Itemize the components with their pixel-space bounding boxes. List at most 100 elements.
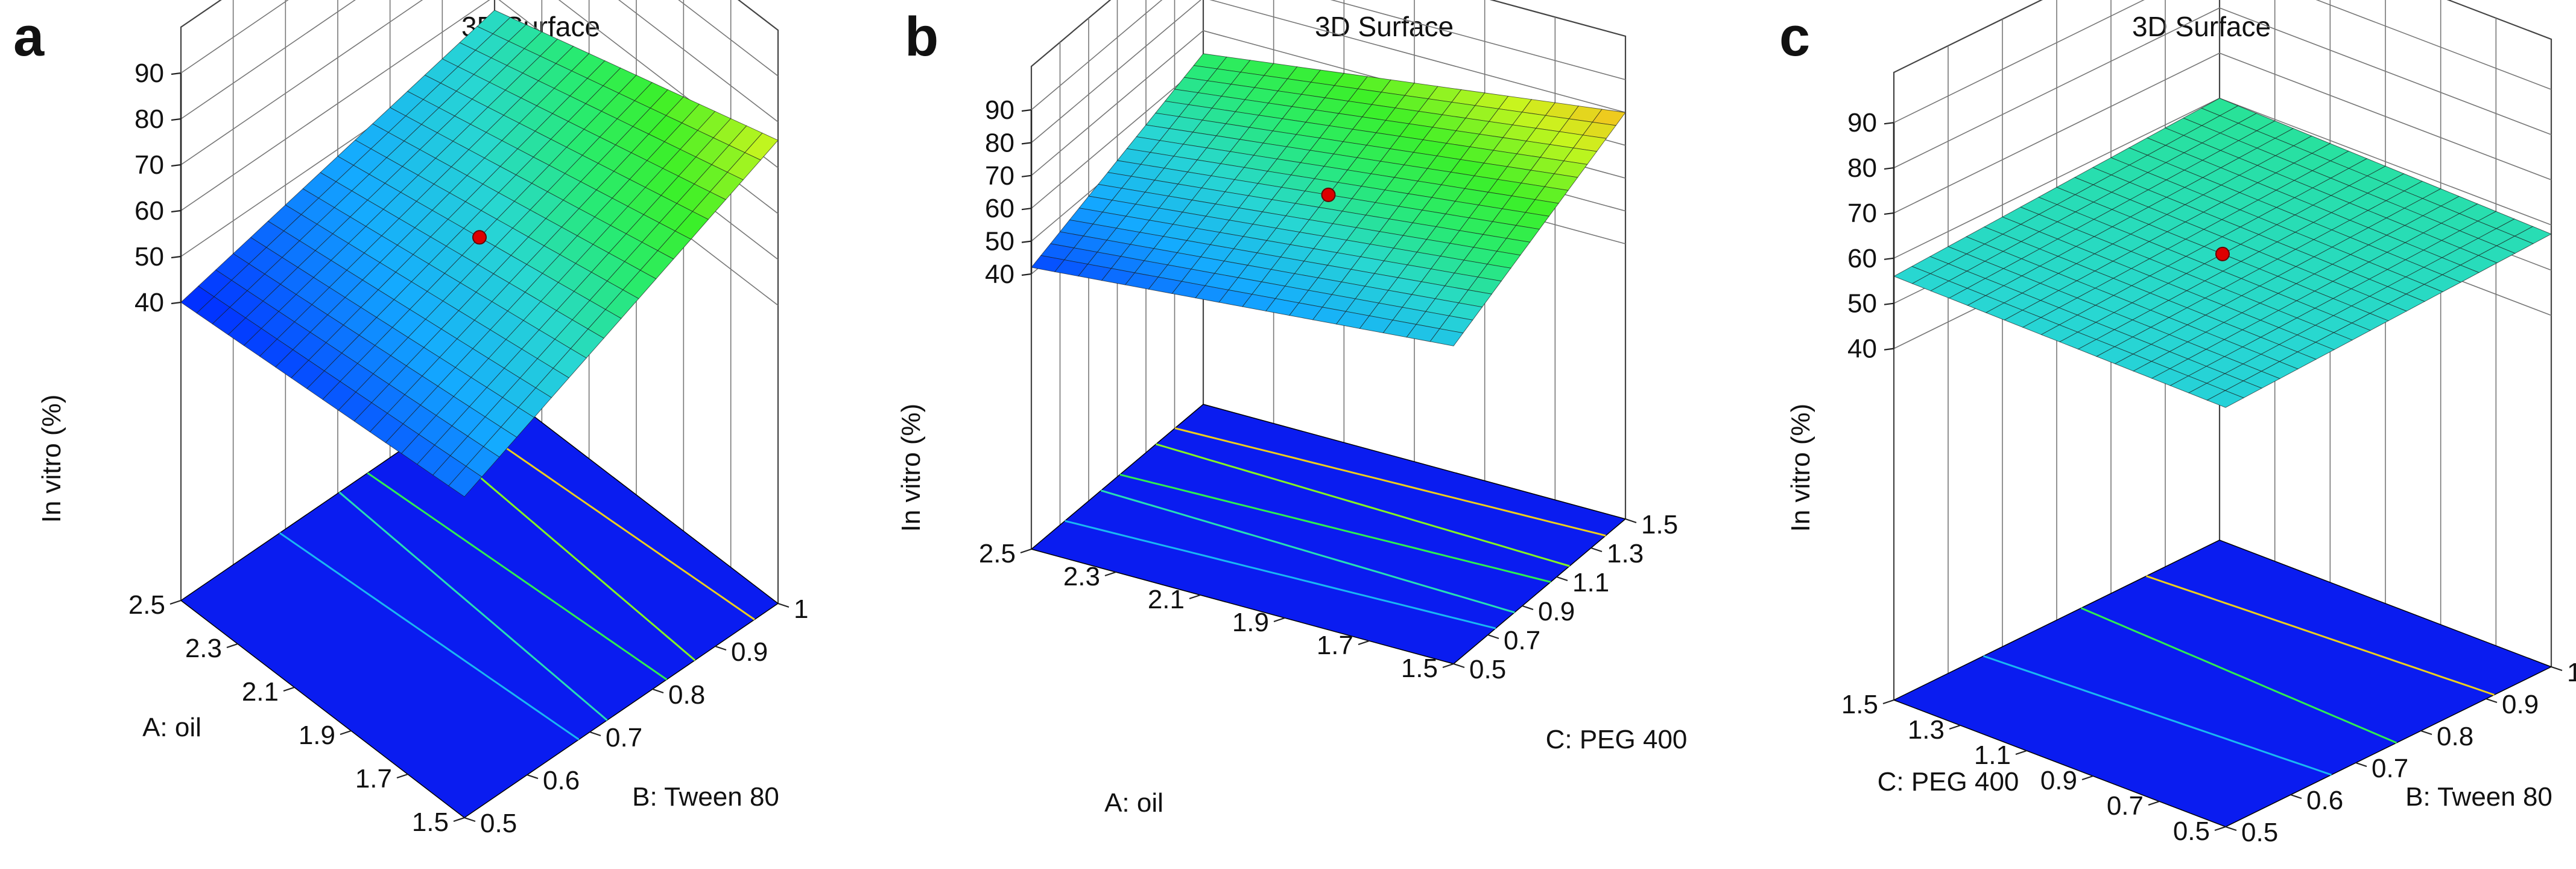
z-tick-label: 40 xyxy=(985,259,1014,289)
chart-title: 3D Surface xyxy=(1315,11,1454,42)
center-point-marker xyxy=(472,230,487,245)
contour-floor xyxy=(1893,540,2552,827)
x-tick-mark xyxy=(1020,548,1032,554)
x-tick-mark xyxy=(1882,699,1894,705)
wall-gridline xyxy=(180,0,779,77)
y-tick-mark xyxy=(2290,794,2302,800)
x-tick-label: 1.7 xyxy=(1317,631,1353,660)
y-axis-label: B: Tween 80 xyxy=(632,782,779,812)
y-tick-mark xyxy=(1556,576,1568,582)
y-tick-mark xyxy=(1522,605,1534,611)
z-axis-label: In vitro (%) xyxy=(896,404,926,532)
y-axis-label: C: PEG 400 xyxy=(1546,725,1688,754)
surface-cell xyxy=(448,466,483,497)
y-tick-mark xyxy=(1625,518,1637,524)
x-axis-label: A: oil xyxy=(1104,788,1163,818)
y-tick-label: 1.5 xyxy=(1641,510,1678,540)
z-tick-label: 50 xyxy=(1847,289,1877,319)
response-surface xyxy=(180,10,779,497)
z-tick-label: 90 xyxy=(1847,108,1877,138)
floor-contour-line xyxy=(279,532,580,740)
z-tick-label: 40 xyxy=(1847,334,1877,364)
x-tick-label: 1.9 xyxy=(1232,608,1269,637)
x-tick-label: 2.3 xyxy=(185,634,222,663)
y-tick-mark xyxy=(2486,698,2498,704)
y-tick-mark xyxy=(2551,666,2563,672)
center-point-marker xyxy=(2215,246,2230,261)
x-tick-mark xyxy=(226,643,238,649)
x-axis-label: A: oil xyxy=(142,713,201,742)
x-tick-mark xyxy=(1273,617,1285,623)
y-tick-label: 0.9 xyxy=(1538,597,1575,626)
y-tick-label: 0.6 xyxy=(2306,786,2343,815)
x-tick-label: 1.5 xyxy=(1841,690,1878,719)
y-axis-label: B: Tween 80 xyxy=(2405,782,2552,812)
floor-contour-line xyxy=(1065,520,1496,629)
y-tick-mark xyxy=(2355,762,2367,768)
z-tick-mark xyxy=(1021,142,1032,145)
z-tick-label: 90 xyxy=(985,95,1014,125)
x-tick-label: 1.5 xyxy=(1401,654,1438,683)
x-tick-mark xyxy=(2081,775,2093,781)
z-tick-mark xyxy=(1021,273,1032,276)
y-tick-mark xyxy=(527,774,539,780)
panel-letter: c xyxy=(1779,6,1810,68)
y-tick-mark xyxy=(589,731,601,737)
z-tick-label: 50 xyxy=(985,227,1014,256)
z-tick-mark xyxy=(1884,257,1894,260)
x-tick-label: 0.5 xyxy=(2173,816,2210,846)
y-tick-mark xyxy=(464,816,476,823)
surface-cell xyxy=(2206,390,2245,408)
z-tick-mark xyxy=(171,164,182,167)
x-tick-mark xyxy=(1189,594,1201,600)
y-tick-label: 0.8 xyxy=(668,680,705,710)
wall-gridline xyxy=(180,0,779,123)
y-tick-label: 0.7 xyxy=(1504,626,1540,655)
panel-letter: b xyxy=(905,6,938,68)
z-tick-mark xyxy=(1884,122,1894,125)
y-tick-label: 1.3 xyxy=(1607,539,1644,568)
z-tick-mark xyxy=(171,301,182,305)
x-tick-mark xyxy=(2214,826,2226,832)
x-tick-label: 0.7 xyxy=(2107,791,2144,821)
z-tick-mark xyxy=(171,255,182,259)
z-tick-mark xyxy=(1884,212,1894,215)
chart-title: 3D Surface xyxy=(2132,11,2271,42)
response-surface xyxy=(1893,98,2552,408)
wall-gridline xyxy=(180,0,779,168)
x-tick-mark xyxy=(2148,800,2160,806)
z-tick-mark xyxy=(171,209,182,213)
z-tick-mark xyxy=(1884,302,1894,305)
wall-gridline xyxy=(1031,0,1626,110)
y-tick-label: 0.5 xyxy=(1469,655,1506,684)
y-tick-label: 1 xyxy=(794,594,808,624)
floor-contour-line xyxy=(2146,575,2495,696)
x-tick-label: 1.1 xyxy=(1974,740,2011,770)
y-tick-label: 0.5 xyxy=(2241,818,2278,847)
floor-contour-line xyxy=(2080,607,2397,744)
wall-gridline xyxy=(1031,0,1626,144)
z-tick-mark xyxy=(1021,208,1032,211)
y-tick-label: 0.7 xyxy=(2372,754,2408,783)
z-axis-label: In vitro (%) xyxy=(37,395,66,523)
z-tick-label: 80 xyxy=(1847,153,1877,183)
y-tick-mark xyxy=(715,645,727,651)
x-tick-label: 2.1 xyxy=(242,677,279,707)
center-point-marker xyxy=(1321,187,1336,202)
x-tick-label: 2.5 xyxy=(979,539,1016,568)
wall-gridline xyxy=(1893,53,2552,214)
y-tick-mark xyxy=(1453,663,1465,669)
z-tick-label: 60 xyxy=(985,194,1014,223)
y-tick-label: 1.1 xyxy=(1572,568,1609,597)
y-tick-label: 0.8 xyxy=(2437,722,2473,751)
x-tick-label: 1.9 xyxy=(299,721,335,750)
x-axis-label: C: PEG 400 xyxy=(1878,767,2019,797)
z-tick-mark xyxy=(1021,174,1032,177)
z-tick-label: 70 xyxy=(1847,199,1877,228)
contour-floor xyxy=(1030,404,1627,664)
x-tick-mark xyxy=(1104,571,1116,577)
x-tick-label: 1.7 xyxy=(355,764,392,794)
z-tick-label: 40 xyxy=(134,288,164,317)
floor-contour-line xyxy=(1100,489,1515,614)
